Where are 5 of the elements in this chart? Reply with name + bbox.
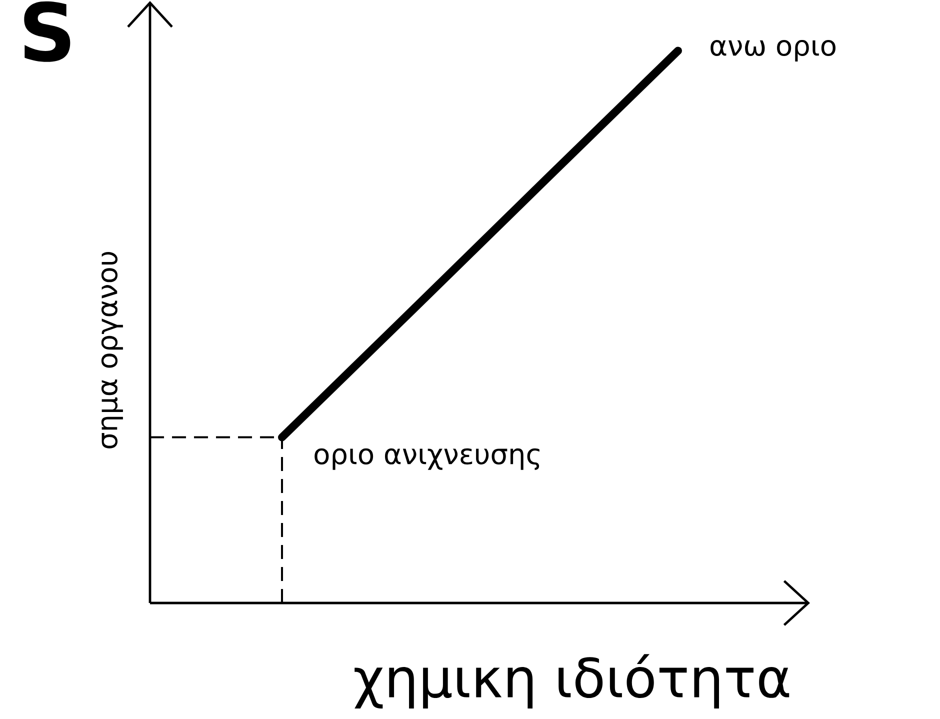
- annotation: ανω οριο: [710, 40, 836, 62]
- y-axis-title: σημα οργανου: [101, 252, 123, 448]
- text: S: [24, 1, 70, 62]
- x-axis-title: χημικη ιδιότητα: [354, 654, 790, 709]
- annotation: οριο ανιχνευσης: [314, 448, 540, 470]
